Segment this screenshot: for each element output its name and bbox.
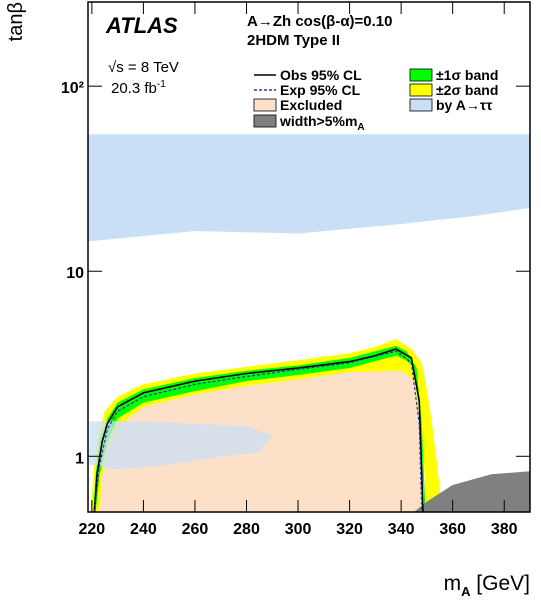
legend-label: Obs 95% CL [280,67,362,83]
x-tick-label: 260 [182,521,209,538]
y-tick-label: 10² [61,80,84,97]
region [88,134,530,242]
legend-text: width>5%m [279,113,357,129]
band [93,345,426,512]
legend-text: ±2σ band [436,82,498,98]
x-tick-label: 340 [388,521,415,538]
experiment-label: ATLAS [105,13,178,38]
plot-area [88,134,530,512]
lumi-label: 20.3 fb-1 [111,79,166,97]
legend-label: Exp 95% CL [280,82,361,98]
lumi-exponent: -1 [157,79,166,90]
x-tick-label: 300 [285,521,312,538]
legend-text: by A→ττ [436,97,493,113]
legend-text: ±1σ band [436,67,498,83]
y-tick-label: 1 [75,450,84,467]
region [414,471,530,512]
frame [87,1,531,513]
x-tick-label: 380 [491,521,518,538]
x-axis-unit: [GeV] [470,572,530,595]
y-tick-label: 10 [66,265,84,282]
lumi-value: 20.3 fb [111,80,157,97]
x-axis-label: mA [GeV] [444,572,530,599]
legend-label: width>5%mA [279,113,365,133]
legend-text: Obs 95% CL [280,67,362,83]
legend-label: Excluded [280,97,342,113]
limit-line [93,350,423,512]
x-tick-label: 360 [439,521,466,538]
model-label: 2HDM Type II [247,32,340,49]
legend-label: by A→ττ [436,97,493,113]
legend-swatch [409,98,433,112]
axes: 220 240 260 280 300 320 340 360 380 1 10 10² [61,2,530,538]
x-tick-label: 220 [79,521,106,538]
legend-swatch [409,68,433,82]
x-tick-label: 320 [336,521,363,538]
x-axis-var: m [444,572,462,595]
legend-swatch [253,98,277,112]
legend-swatch [409,83,433,97]
legend-text: Excluded [280,97,342,113]
y-axis-label: tanβ [5,2,27,41]
region [89,421,273,470]
process-label: A→Zh cos(β-α)=0.10 [247,13,393,30]
legend-label: ±1σ band [436,67,498,83]
legend-text: Exp 95% CL [280,82,361,98]
x-tick-label: 280 [233,521,260,538]
limit-line [93,348,424,512]
legend-label: ±2σ band [436,82,498,98]
x-tick-label: 240 [130,521,157,538]
energy-label: √s = 8 TeV [108,59,179,76]
x-axis-sub: A [461,584,471,599]
legend-sub: A [357,122,364,133]
legend: by A→ττ Excluded ±2σ band±1σ band width>5%m… [253,67,498,133]
legend-swatch [253,114,277,128]
